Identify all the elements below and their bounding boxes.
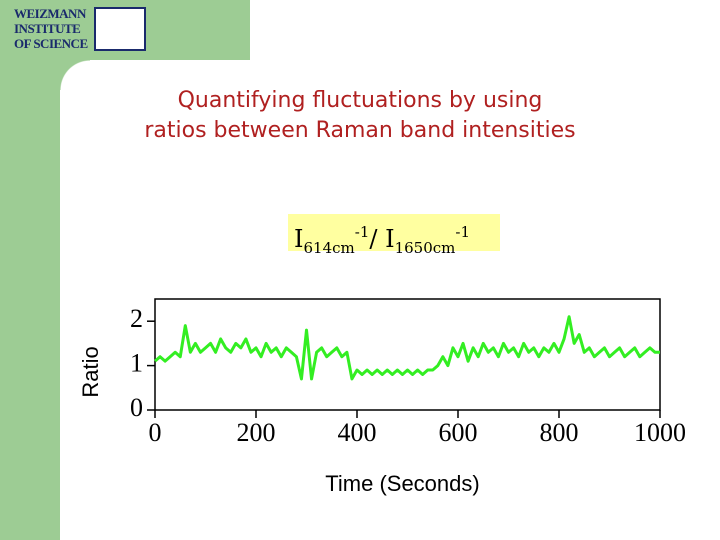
logo-line: INSTITUTE [14, 21, 81, 36]
x-tick-label: 400 [338, 418, 377, 447]
title-line: ratios between Raman band intensities [144, 118, 576, 143]
x-tick-label: 200 [237, 418, 276, 447]
formula-part: / I [369, 225, 395, 253]
x-tick-label: 800 [540, 418, 579, 447]
formula-part: -1 [354, 223, 370, 241]
data-line [154, 315, 660, 381]
logo-text: WEIZMANN INSTITUTE OF SCIENCE [14, 6, 88, 51]
y-tick-label: 0 [130, 393, 143, 422]
x-tick-label: 0 [149, 418, 162, 447]
x-tick-label: 600 [439, 418, 478, 447]
side-bar [0, 0, 60, 540]
formula-part: 1650cm [394, 239, 456, 257]
logo-emblem [94, 7, 146, 51]
x-axis-label: Time (Seconds) [325, 471, 479, 496]
corner [60, 60, 90, 90]
y-axis-label: Ratio [78, 346, 103, 397]
formula: I614cm-1/ I1650cm-1 [288, 214, 500, 257]
y-tick-label: 2 [130, 304, 143, 333]
x-tick-label: 1000 [634, 418, 686, 447]
title: Quantifying fluctuations by using ratios… [90, 86, 630, 146]
formula-part: -1 [455, 223, 471, 241]
logo-line: OF SCIENCE [14, 36, 88, 51]
logo-line: WEIZMANN [14, 6, 86, 21]
formula-part: I [294, 225, 304, 253]
plot-frame [154, 298, 661, 411]
formula-part: 614cm [303, 239, 355, 257]
title-line: Quantifying fluctuations by using [177, 88, 543, 113]
y-tick-label: 1 [130, 349, 143, 378]
